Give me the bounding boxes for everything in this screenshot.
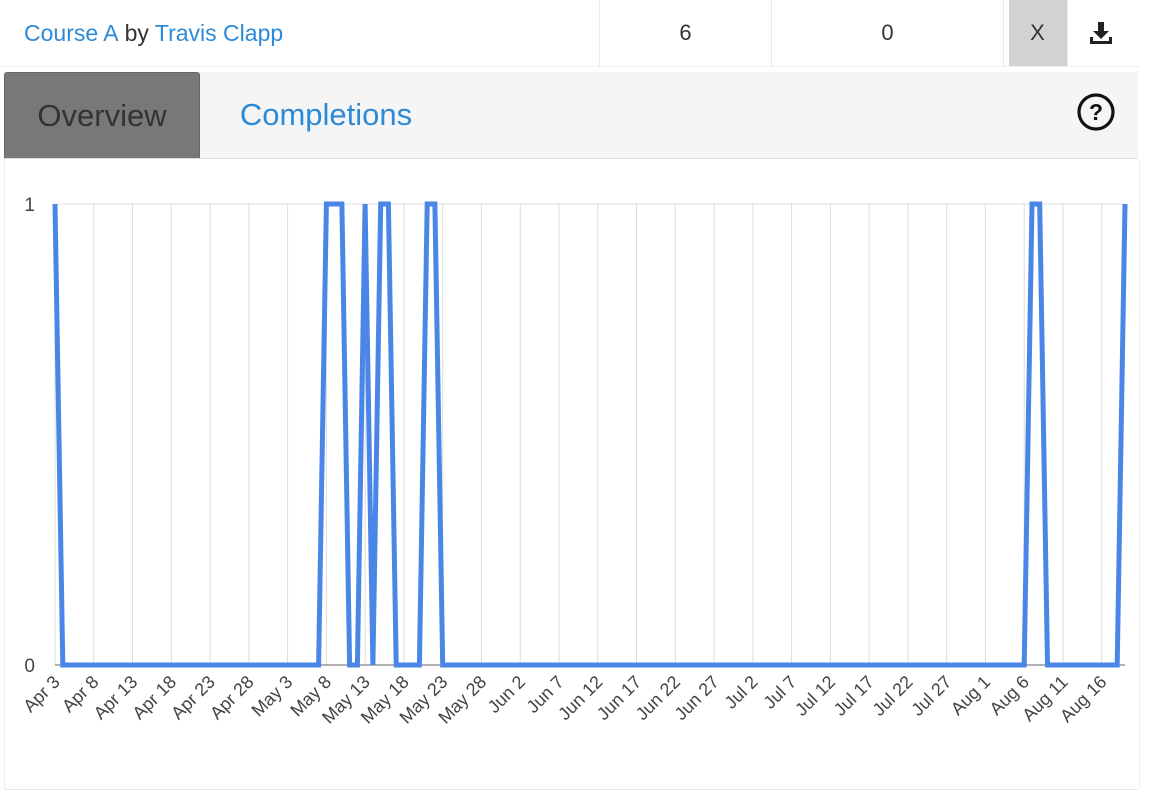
x-tick-label: Jul 27 [907, 672, 955, 720]
x-tick-label: Apr 28 [206, 672, 258, 724]
download-icon [1090, 22, 1112, 44]
panel-bottom-border [4, 789, 1138, 790]
x-tick-label: Jul 2 [721, 672, 762, 713]
x-tick-label: Apr 3 [19, 672, 64, 717]
svg-text:?: ? [1089, 99, 1103, 125]
y-tick-label: 1 [24, 195, 35, 216]
tab-bar: Overview Completions ? [4, 72, 1138, 159]
tab-overview[interactable]: Overview [4, 72, 200, 158]
course-title-cell: Course A by Travis Clapp [0, 0, 600, 66]
x-tick-label: Aug 1 [947, 672, 994, 719]
x-tick-label: Jul 12 [791, 672, 839, 720]
help-circle-icon[interactable]: ? [1076, 92, 1116, 132]
close-button[interactable]: X [1008, 0, 1067, 66]
x-tick-label: Jul 17 [830, 672, 878, 720]
x-tick-label: May 3 [248, 672, 297, 721]
series-line [52, 201, 1128, 668]
x-tick-label: Jul 22 [869, 672, 917, 720]
y-tick-label: 0 [24, 656, 35, 677]
x-tick-label: Jun 27 [671, 672, 723, 724]
count-cell-1: 6 [600, 0, 772, 66]
close-cell: X [1004, 0, 1068, 66]
chart-panel: 0 1 Apr 3 Apr 8 Apr 13 Apr 18 Apr 23 Apr 28 May … [4, 159, 1140, 789]
count-cell-2: 0 [772, 0, 1004, 66]
course-row: Course A by Travis Clapp 6 0 X [0, 0, 1140, 67]
tab-completions[interactable]: Completions [239, 97, 413, 132]
by-text: by [124, 19, 149, 46]
course-link[interactable]: Course A [24, 19, 119, 46]
download-button[interactable] [1068, 0, 1134, 66]
x-tick-label: Jun 2 [484, 672, 529, 717]
author-link[interactable]: Travis Clapp [154, 19, 284, 46]
